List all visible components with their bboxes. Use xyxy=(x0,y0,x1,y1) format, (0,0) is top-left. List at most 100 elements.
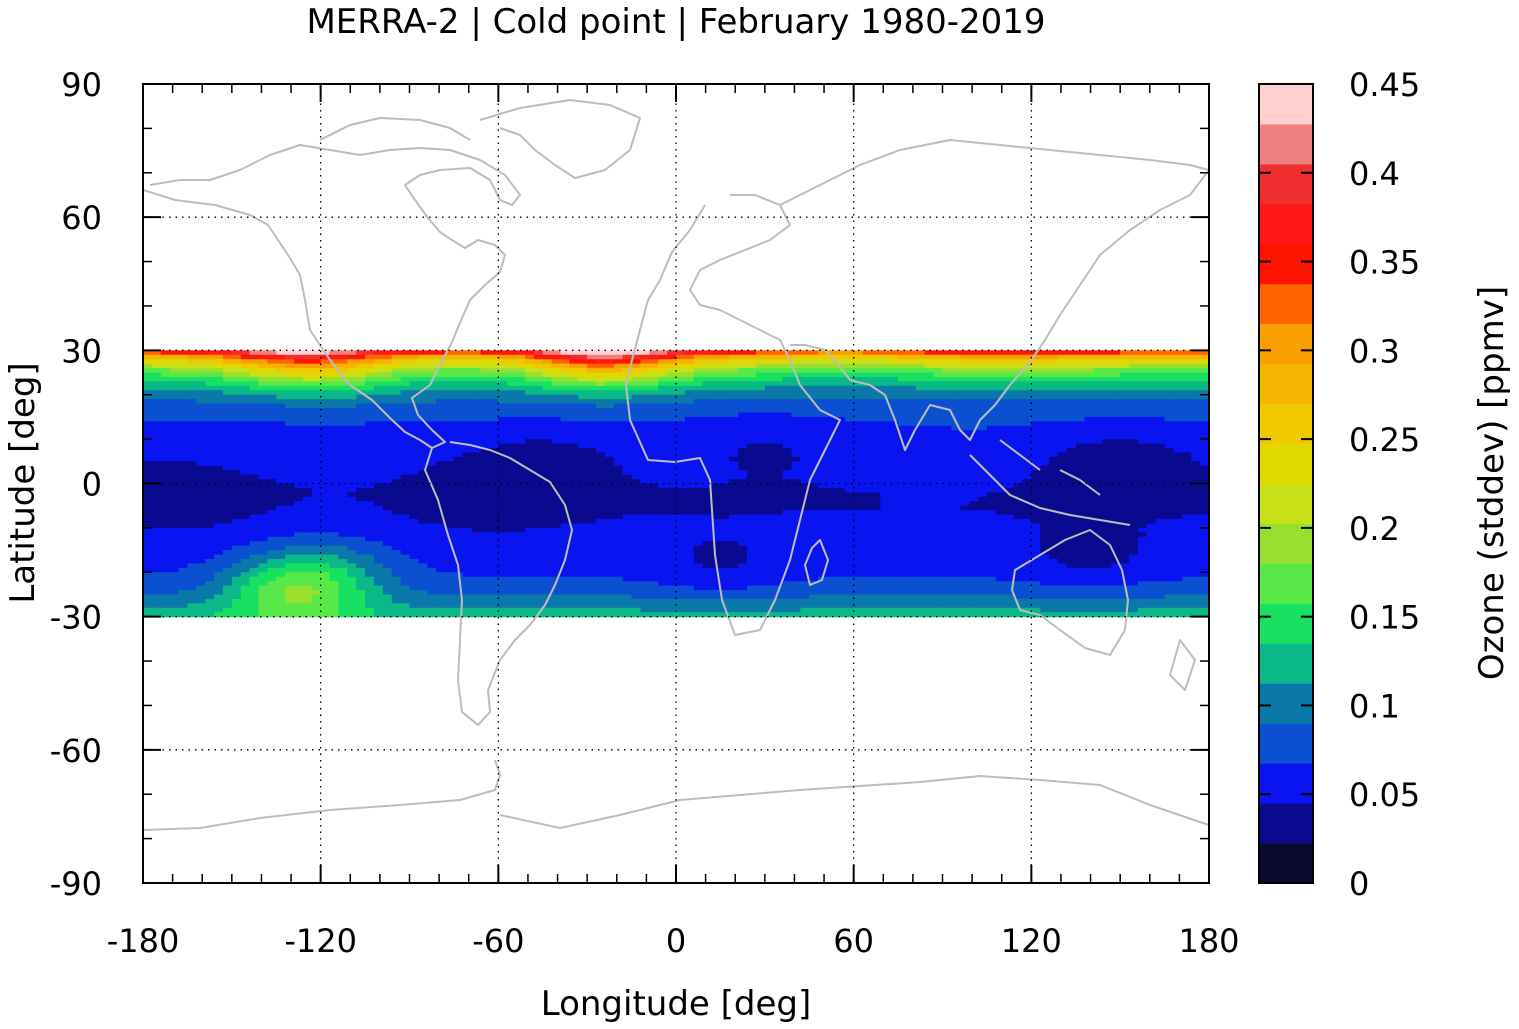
field-cell xyxy=(791,452,801,458)
field-cell xyxy=(1164,470,1175,476)
field-cell xyxy=(906,359,917,365)
field-cell xyxy=(524,381,535,387)
field-cell xyxy=(613,470,624,476)
field-cell xyxy=(933,461,944,467)
field-cell xyxy=(604,496,615,502)
field-cell xyxy=(1049,470,1059,476)
field-cell xyxy=(871,496,881,502)
field-cell xyxy=(453,372,464,378)
field-cell xyxy=(462,408,473,414)
field-cell xyxy=(320,519,331,525)
field-cell xyxy=(542,350,553,356)
field-cell xyxy=(285,523,295,529)
field-cell xyxy=(258,390,268,396)
field-cell xyxy=(222,501,233,507)
field-cell xyxy=(1155,350,1166,356)
field-cell xyxy=(604,452,615,458)
field-cell xyxy=(924,501,935,507)
field-cell xyxy=(995,350,1006,356)
field-cell xyxy=(782,376,793,383)
field-cell xyxy=(791,430,801,436)
field-cell xyxy=(604,385,615,391)
field-cell xyxy=(906,425,917,431)
field-cell xyxy=(365,479,375,485)
field-cell xyxy=(1066,416,1077,422)
field-cell xyxy=(960,439,970,445)
field-cell xyxy=(924,470,935,476)
field-cell xyxy=(640,443,650,449)
field-cell xyxy=(151,496,162,502)
field-cell xyxy=(196,399,206,405)
field-cell xyxy=(294,359,304,365)
field-cell xyxy=(453,456,464,462)
field-cell xyxy=(427,465,437,471)
field-cell xyxy=(1200,421,1209,427)
field-cell xyxy=(1084,350,1095,356)
field-cell xyxy=(365,390,375,396)
field-cell xyxy=(906,399,917,405)
field-cell xyxy=(1040,501,1050,507)
field-cell xyxy=(986,363,997,369)
field-cell xyxy=(231,519,242,525)
field-cell xyxy=(818,368,828,374)
field-cell xyxy=(773,363,784,369)
field-cell xyxy=(542,359,553,365)
field-cell xyxy=(862,394,873,400)
field-cell xyxy=(329,523,340,529)
field-cell xyxy=(658,416,668,422)
field-cell xyxy=(267,363,277,369)
field-cell xyxy=(773,430,784,436)
field-cell xyxy=(596,359,606,365)
field-cell xyxy=(1102,359,1112,365)
field-cell xyxy=(1111,394,1121,400)
field-cell xyxy=(524,470,535,476)
field-cell xyxy=(1084,363,1095,369)
field-cell xyxy=(880,470,890,476)
field-cell xyxy=(764,372,775,378)
field-cell xyxy=(933,496,944,502)
field-cell xyxy=(569,430,579,436)
field-cell xyxy=(1004,447,1015,454)
field-cell xyxy=(1120,514,1130,520)
field-cell xyxy=(391,439,402,445)
field-cell xyxy=(507,390,517,396)
field-cell xyxy=(329,425,340,431)
field-cell xyxy=(1084,385,1095,391)
field-cell xyxy=(1129,523,1139,529)
field-cell xyxy=(249,421,260,427)
field-cell xyxy=(1084,447,1095,454)
field-cell xyxy=(1155,496,1166,502)
field-cell xyxy=(915,483,926,489)
field-cell xyxy=(542,394,553,400)
field-cell xyxy=(631,350,642,356)
field-cell xyxy=(640,363,650,369)
field-cell xyxy=(160,452,171,458)
field-cell xyxy=(427,479,437,485)
field-cell xyxy=(1155,434,1166,440)
field-cell xyxy=(1173,496,1183,502)
field-cell xyxy=(995,501,1006,507)
field-cell xyxy=(1084,403,1095,409)
field-cell xyxy=(196,510,206,516)
field-cell xyxy=(276,439,286,445)
field-cell xyxy=(827,390,837,396)
field-cell xyxy=(587,354,597,360)
field-cell xyxy=(347,376,357,383)
field-cell xyxy=(214,381,224,387)
field-cell xyxy=(471,412,482,418)
field-cell xyxy=(1200,487,1209,493)
field-cell xyxy=(480,359,491,365)
field-cell xyxy=(1111,385,1121,391)
field-cell xyxy=(498,403,508,409)
field-cell xyxy=(969,510,979,516)
field-cell xyxy=(782,523,793,529)
field-cell xyxy=(1057,399,1068,405)
field-cell xyxy=(915,372,926,378)
field-cell xyxy=(711,376,722,383)
field-cell xyxy=(835,385,846,391)
field-cell xyxy=(1182,461,1192,467)
field-cell xyxy=(1022,514,1032,520)
field-cell xyxy=(1075,527,1086,533)
field-cell xyxy=(915,385,926,391)
